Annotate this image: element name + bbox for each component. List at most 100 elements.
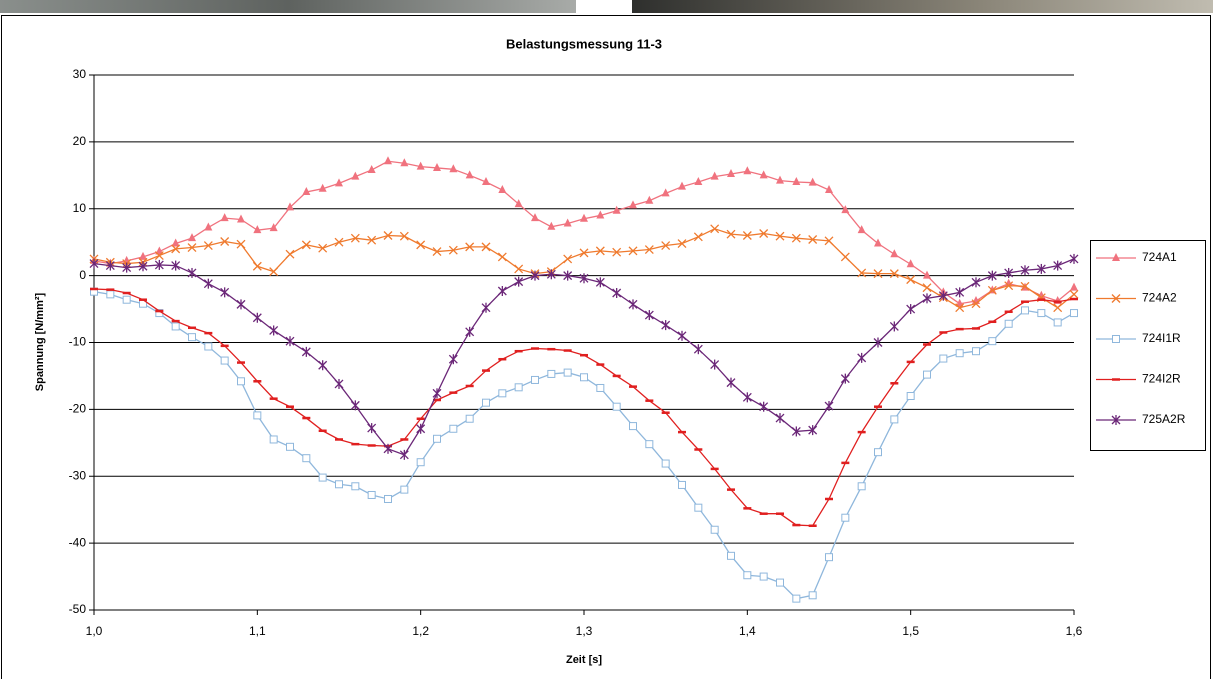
marker-shape — [172, 323, 179, 330]
marker-shape — [205, 343, 212, 350]
marker — [434, 435, 441, 442]
marker — [564, 369, 571, 376]
marker-shape — [319, 474, 326, 481]
page: Belastungsmessung 11-3 Spannung [N/mm²] … — [0, 0, 1213, 679]
x-tick-label: 1,3 — [576, 624, 593, 638]
marker-shape — [450, 425, 457, 432]
marker-shape — [711, 526, 718, 533]
marker-shape — [123, 296, 130, 303]
marker-shape — [1054, 319, 1061, 326]
marker — [728, 552, 735, 559]
y-tick-label: -40 — [69, 535, 87, 549]
marker — [679, 481, 686, 488]
marker — [368, 491, 375, 498]
marker — [401, 486, 408, 493]
marker-shape — [858, 483, 865, 490]
marker — [695, 504, 702, 511]
marker — [532, 376, 539, 383]
marker-shape — [401, 486, 408, 493]
marker — [287, 443, 294, 450]
legend-label: 725A2R — [1142, 412, 1186, 426]
marker-shape — [532, 376, 539, 383]
marker-shape — [581, 374, 588, 381]
chart-title: Belastungsmessung 11-3 — [506, 36, 662, 51]
marker — [662, 460, 669, 467]
chart: Belastungsmessung 11-3 Spannung [N/mm²] … — [0, 0, 1213, 679]
marker-shape — [777, 579, 784, 586]
marker — [744, 572, 751, 579]
x-tick-label: 1,0 — [86, 624, 103, 638]
marker-shape — [695, 504, 702, 511]
marker — [1005, 320, 1012, 327]
marker-shape — [270, 436, 277, 443]
marker — [385, 495, 392, 502]
marker — [515, 384, 522, 391]
marker — [760, 573, 767, 580]
x-tick-label: 1,4 — [739, 624, 756, 638]
marker — [352, 483, 359, 490]
y-tick-label: 30 — [73, 67, 87, 81]
marker-shape — [907, 393, 914, 400]
x-tick-label: 1,2 — [412, 624, 429, 638]
marker-shape — [336, 481, 343, 488]
y-axis-label: Spannung [N/mm²] — [34, 292, 46, 391]
marker — [711, 526, 718, 533]
y-tick-label: -10 — [69, 335, 87, 349]
marker — [597, 384, 604, 391]
marker — [1071, 310, 1078, 317]
marker — [548, 370, 555, 377]
marker-shape — [875, 449, 882, 456]
marker — [989, 338, 996, 345]
marker — [1038, 310, 1045, 317]
marker — [189, 334, 196, 341]
marker — [581, 374, 588, 381]
marker-shape — [466, 415, 473, 422]
marker-shape — [352, 483, 359, 490]
marker-shape — [646, 441, 653, 448]
marker — [826, 554, 833, 561]
marker-shape — [842, 514, 849, 521]
marker-shape — [630, 423, 637, 430]
y-tick-label: 0 — [79, 268, 86, 282]
marker-shape — [613, 403, 620, 410]
marker-shape — [107, 291, 114, 298]
marker-shape — [238, 378, 245, 385]
marker-shape — [1038, 310, 1045, 317]
marker-shape — [221, 357, 228, 364]
photo-strip — [0, 0, 576, 13]
marker — [205, 343, 212, 350]
marker — [875, 449, 882, 456]
marker-shape — [287, 443, 294, 450]
marker-shape — [940, 355, 947, 362]
marker — [499, 390, 506, 397]
marker — [417, 459, 424, 466]
marker-shape — [1113, 336, 1120, 343]
marker — [303, 455, 310, 462]
marker-shape — [809, 592, 816, 599]
marker — [107, 291, 114, 298]
marker-shape — [956, 350, 963, 357]
legend-label: 724A2 — [1142, 291, 1177, 305]
marker — [466, 415, 473, 422]
marker-shape — [760, 573, 767, 580]
legend-label: 724I2R — [1142, 372, 1181, 386]
marker-shape — [368, 491, 375, 498]
marker — [483, 399, 490, 406]
marker-shape — [548, 370, 555, 377]
marker-shape — [189, 334, 196, 341]
marker-shape — [924, 371, 931, 378]
legend-label: 724A1 — [1142, 250, 1177, 264]
y-tick-label: -30 — [69, 468, 87, 482]
marker — [940, 355, 947, 362]
marker-shape — [515, 384, 522, 391]
marker-shape — [662, 460, 669, 467]
marker — [809, 592, 816, 599]
marker-shape — [744, 572, 751, 579]
x-tick-label: 1,6 — [1066, 624, 1083, 638]
x-tick-label: 1,5 — [902, 624, 919, 638]
marker — [172, 323, 179, 330]
marker — [630, 423, 637, 430]
marker — [973, 348, 980, 355]
marker — [336, 481, 343, 488]
marker — [646, 441, 653, 448]
